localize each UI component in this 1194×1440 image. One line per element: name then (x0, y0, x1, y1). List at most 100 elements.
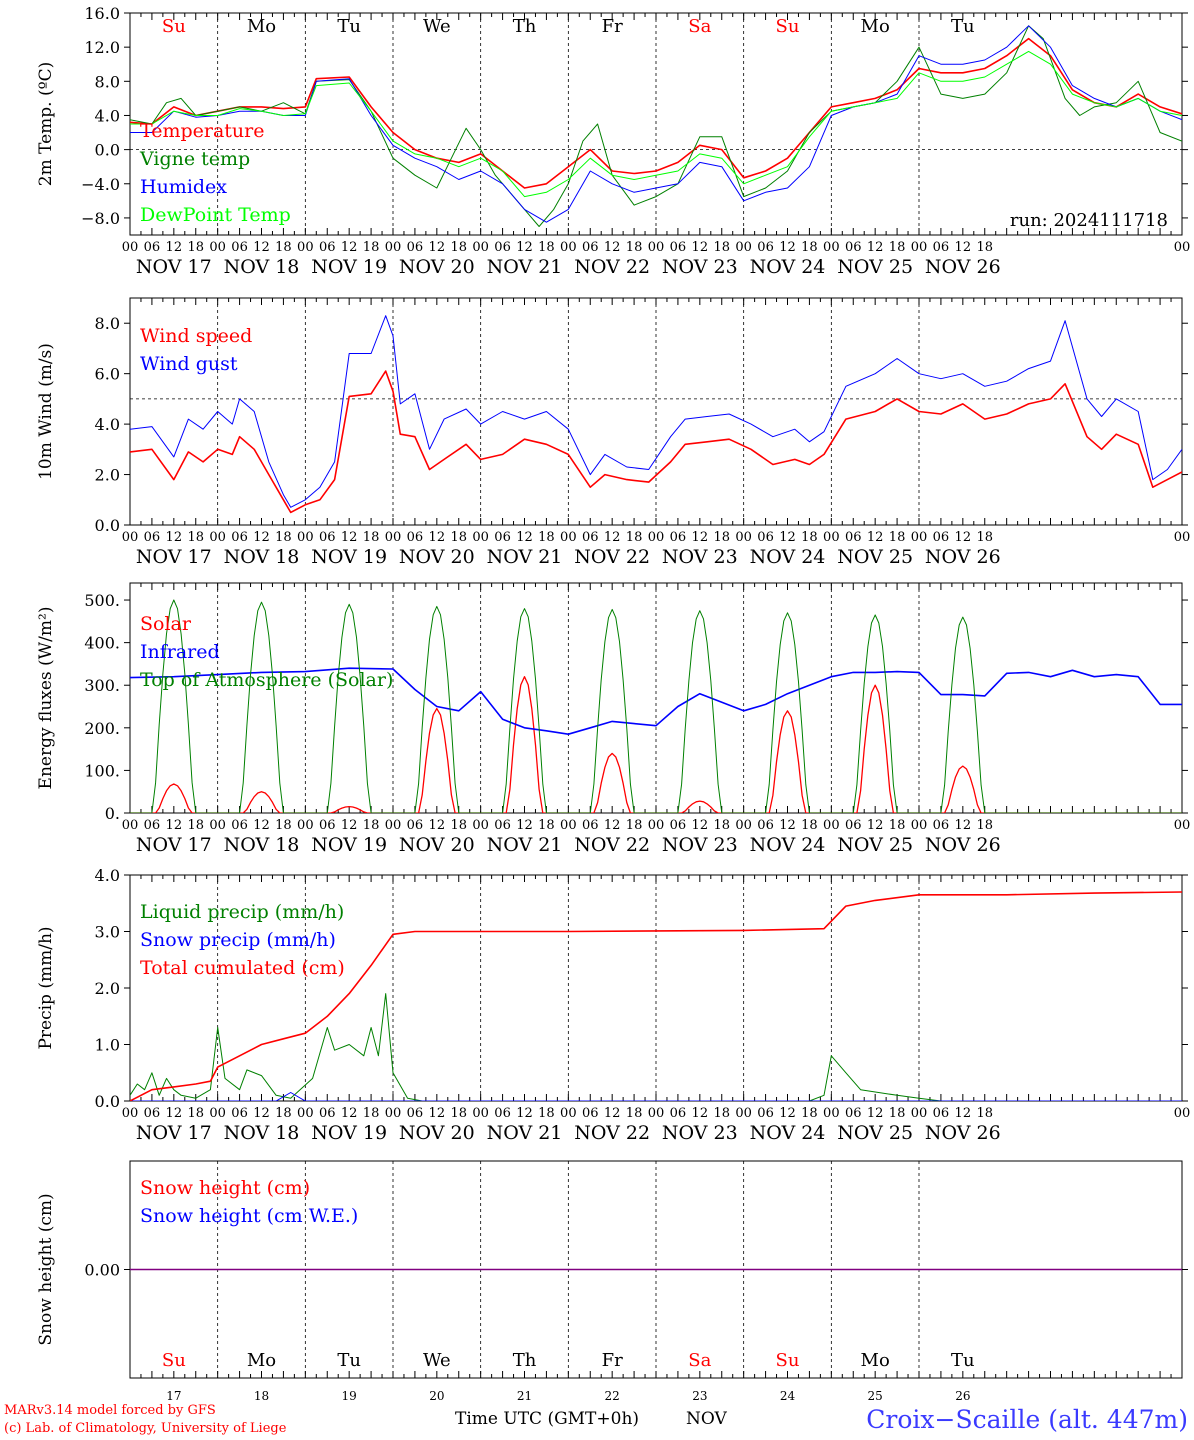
hour-label: 00 (385, 818, 402, 833)
weekday-label: Sa (688, 1350, 711, 1371)
y-tick-label: 1.0 (95, 1036, 120, 1055)
hour-label: 06 (670, 530, 687, 545)
hour-label: 12 (955, 818, 972, 833)
credit-line-1: MARv3.14 model forced by GFS (4, 1403, 216, 1418)
day-number-label: 23 (692, 1389, 707, 1403)
credit-line-2: (c) Lab. of Climatology, University of L… (4, 1421, 287, 1436)
hour-label: 06 (407, 818, 424, 833)
hour-label: 12 (692, 1106, 709, 1121)
hour-label: 12 (867, 1106, 884, 1121)
hour-label: 12 (779, 818, 796, 833)
hour-label: 18 (538, 818, 555, 833)
hour-label: 12 (867, 818, 884, 833)
hour-label: 06 (407, 530, 424, 545)
day-number-label: 21 (517, 1389, 532, 1403)
weekday-label: Sa (688, 16, 711, 37)
hour-label: 18 (626, 818, 643, 833)
hour-label: 12 (253, 530, 270, 545)
hour-label: 18 (363, 240, 380, 255)
hour-label: 18 (538, 1106, 555, 1121)
y-tick-label: 8.0 (95, 72, 120, 91)
hour-label: 12 (604, 1106, 621, 1121)
y-tick-label: 2.0 (95, 979, 120, 998)
hour-label: 00 (560, 240, 577, 255)
hour-label: 18 (801, 1106, 818, 1121)
hour-label: 06 (231, 530, 248, 545)
hour-label: 06 (582, 530, 599, 545)
legend-label: Humidex (140, 176, 227, 198)
hour-label: 12 (341, 1106, 358, 1121)
legend-label: Wind gust (140, 353, 238, 375)
hour-label: 12 (955, 1106, 972, 1121)
hour-label: 12 (779, 240, 796, 255)
legend-label: Vigne temp (139, 148, 250, 170)
hour-label: 00 (560, 530, 577, 545)
y-tick-label: 4.0 (95, 415, 120, 434)
date-label: NOV 20 (399, 834, 475, 856)
hour-label: 00 (560, 1106, 577, 1121)
hour-label: 18 (976, 530, 993, 545)
legend-label: DewPoint Temp (140, 204, 291, 226)
hour-label: 12 (253, 240, 270, 255)
y-tick-label: −4.0 (81, 175, 120, 194)
y-tick-label: 12.0 (84, 38, 120, 57)
legend-label: Snow height (cm W.E.) (140, 1205, 358, 1227)
legend-label: Total cumulated (cm) (140, 957, 345, 979)
hour-label: 00 (648, 530, 665, 545)
series-line (130, 37, 1182, 189)
weekday-label: Su (776, 16, 800, 37)
y-tick-label: 4.0 (95, 106, 120, 125)
series-line (130, 315, 1182, 508)
hour-label: 00 (297, 530, 314, 545)
hour-label: 00 (122, 1106, 139, 1121)
hour-label: 06 (845, 818, 862, 833)
date-label: NOV 18 (224, 256, 300, 278)
y-axis-label: 10m Wind (m/s) (36, 343, 56, 480)
hour-label: 00 (297, 1106, 314, 1121)
date-label: NOV 26 (925, 1122, 1001, 1144)
weekday-label: Mo (247, 1350, 276, 1371)
hour-label: 06 (845, 1106, 862, 1121)
y-tick-label: 0.00 (84, 1261, 120, 1280)
hour-label: 06 (407, 1106, 424, 1121)
hour-label: 18 (626, 530, 643, 545)
y-tick-label: 500. (84, 591, 120, 610)
hour-label: 00 (385, 530, 402, 545)
hour-label: 12 (429, 530, 446, 545)
y-tick-label: 3.0 (95, 923, 120, 942)
hour-label: 06 (494, 818, 511, 833)
hour-label: 06 (231, 818, 248, 833)
y-tick-label: 6.0 (95, 365, 120, 384)
weekday-label: Th (513, 1350, 537, 1371)
series-line (130, 1092, 1182, 1101)
hour-label: 00 (122, 530, 139, 545)
hour-label: 00 (209, 240, 226, 255)
date-label: NOV 21 (487, 1122, 563, 1144)
date-label: NOV 20 (399, 256, 475, 278)
date-label: NOV 17 (136, 546, 212, 568)
date-label: NOV 19 (311, 546, 387, 568)
hour-label: 00 (122, 818, 139, 833)
run-annotation: run: 2024111718 (1010, 210, 1168, 231)
y-axis-label: Precip (mm/h) (36, 926, 56, 1049)
hour-label: 00 (823, 1106, 840, 1121)
panel-3: 0. 100. 200. 300. 400. 500. Energy fluxes (W/m… (36, 582, 1190, 856)
y-tick-label: 4.0 (95, 866, 120, 885)
date-label: NOV 25 (837, 256, 913, 278)
date-label: NOV 23 (662, 256, 738, 278)
hour-label: 00 (385, 240, 402, 255)
hour-label: 18 (538, 240, 555, 255)
y-tick-label: 400. (84, 634, 120, 653)
hour-label: 18 (713, 818, 730, 833)
date-label: NOV 25 (837, 834, 913, 856)
y-tick-label: 0.0 (95, 141, 120, 160)
hour-label: 00 (560, 818, 577, 833)
hour-label: 00 (209, 818, 226, 833)
y-tick-label: −8.0 (81, 209, 120, 228)
hour-label: 06 (757, 240, 774, 255)
date-label: NOV 25 (837, 546, 913, 568)
month-label: NOV (686, 1409, 728, 1429)
hour-label: 06 (933, 818, 950, 833)
hour-label: 12 (692, 818, 709, 833)
date-label: NOV 23 (662, 834, 738, 856)
